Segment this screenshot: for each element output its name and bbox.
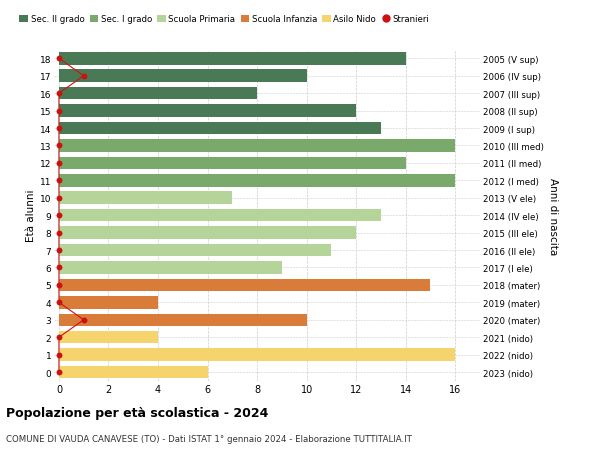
Point [54, 177, 64, 185]
Point [54, 160, 64, 167]
Point [54, 351, 64, 358]
Bar [59, 279, 430, 291]
Point [54, 299, 64, 306]
Bar [59, 227, 356, 240]
Bar [59, 70, 307, 83]
Point [54, 108, 64, 115]
Point [54, 282, 64, 289]
Bar [59, 123, 381, 135]
Bar [59, 262, 282, 274]
Text: COMUNE DI VAUDA CANAVESE (TO) - Dati ISTAT 1° gennaio 2024 - Elaborazione TUTTIT: COMUNE DI VAUDA CANAVESE (TO) - Dati IST… [6, 434, 412, 443]
Bar [59, 88, 257, 100]
Point [54, 125, 64, 133]
Bar [59, 366, 208, 379]
Bar [59, 349, 455, 361]
Point [54, 264, 64, 272]
Bar [59, 105, 356, 118]
Bar [59, 192, 232, 205]
Bar [59, 53, 406, 66]
Bar [59, 157, 406, 170]
Text: Popolazione per età scolastica - 2024: Popolazione per età scolastica - 2024 [6, 406, 268, 419]
Point [54, 334, 64, 341]
Y-axis label: Anni di nascita: Anni di nascita [548, 177, 557, 254]
Legend: Sec. II grado, Sec. I grado, Scuola Primaria, Scuola Infanzia, Asilo Nido, Stran: Sec. II grado, Sec. I grado, Scuola Prim… [16, 12, 433, 28]
Y-axis label: Età alunni: Età alunni [26, 190, 35, 242]
Point [54, 247, 64, 254]
Point [79, 316, 89, 324]
Bar [59, 175, 455, 187]
Point [54, 195, 64, 202]
Bar [59, 244, 331, 257]
Point [54, 230, 64, 237]
Point [79, 73, 89, 80]
Bar [59, 331, 158, 344]
Point [54, 90, 64, 98]
Point [54, 56, 64, 63]
Bar [59, 314, 307, 326]
Point [54, 369, 64, 376]
Bar [59, 140, 455, 152]
Point [54, 212, 64, 219]
Bar [59, 209, 381, 222]
Point [54, 142, 64, 150]
Bar [59, 297, 158, 309]
